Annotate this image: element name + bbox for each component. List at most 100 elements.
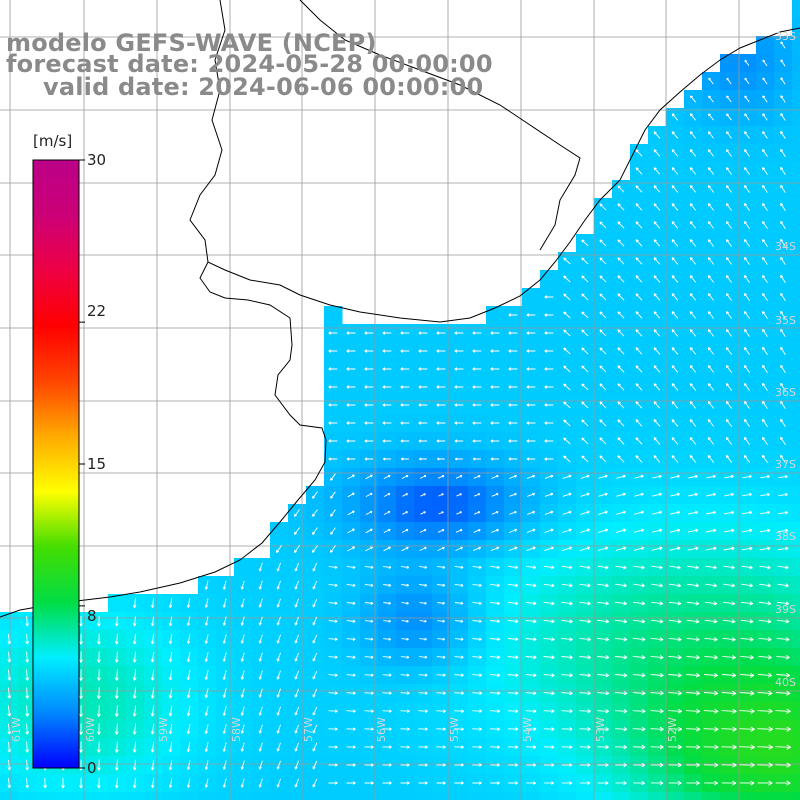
wind-arrow xyxy=(328,781,338,785)
wind-arrow xyxy=(581,275,589,283)
wind-arrow xyxy=(472,655,482,660)
wind-arrow xyxy=(472,565,482,570)
wind-arrow xyxy=(757,690,773,696)
wind-arrow xyxy=(544,510,554,515)
wind-arrow xyxy=(726,95,732,103)
wind-arrow xyxy=(346,601,356,605)
wind-arrow xyxy=(114,759,119,771)
wind-arrow xyxy=(544,367,554,371)
wind-arrow xyxy=(671,185,679,193)
wind-arrow xyxy=(382,349,392,353)
wind-arrow xyxy=(614,637,628,642)
wind-arrow xyxy=(240,742,245,752)
wind-arrow xyxy=(722,637,736,642)
wind-arrow xyxy=(294,562,300,572)
wind-speed-cell xyxy=(540,792,559,800)
wind-arrow xyxy=(543,745,555,749)
wind-arrow xyxy=(599,455,607,463)
wind-arrow xyxy=(579,655,592,660)
wind-arrow xyxy=(186,724,191,735)
wind-arrow xyxy=(686,690,701,696)
wind-arrow xyxy=(685,708,701,714)
wind-arrow xyxy=(650,762,664,768)
wind-arrow xyxy=(418,691,428,695)
wind-arrow xyxy=(491,474,499,479)
wind-arrow xyxy=(79,651,83,663)
wind-arrow xyxy=(489,655,501,660)
wind-speed-cell xyxy=(270,522,289,541)
wind-speed-cell xyxy=(792,450,800,469)
wind-arrow xyxy=(544,349,554,353)
wind-arrow xyxy=(472,691,483,696)
wind-arrow xyxy=(598,510,608,515)
wind-arrow xyxy=(25,778,30,789)
wind-arrow xyxy=(400,745,410,749)
wind-arrow xyxy=(78,669,83,681)
wind-arrow xyxy=(723,546,735,551)
wind-arrow xyxy=(436,403,446,407)
wind-arrow xyxy=(707,383,715,391)
wind-arrow xyxy=(742,474,752,479)
wind-arrow xyxy=(617,311,625,319)
wind-arrow xyxy=(364,655,374,659)
wind-arrow xyxy=(346,457,356,461)
wind-speed-cell xyxy=(486,792,505,800)
wind-arrow xyxy=(780,202,786,211)
wind-arrow xyxy=(436,763,446,767)
wind-arrow xyxy=(703,708,719,714)
wind-arrow xyxy=(743,292,750,301)
wind-arrow xyxy=(294,634,300,644)
wind-arrow xyxy=(204,580,209,590)
wind-arrow xyxy=(757,726,773,732)
wind-arrow xyxy=(525,601,537,606)
wind-arrow xyxy=(7,705,12,717)
wind-speed-cell xyxy=(0,612,19,631)
wind-arrow xyxy=(707,257,715,265)
wind-arrow xyxy=(328,619,338,623)
wind-arrow xyxy=(204,778,209,788)
wind-arrow xyxy=(168,687,173,699)
wind-arrow xyxy=(418,655,428,659)
wind-speed-cell xyxy=(720,54,739,73)
wind-arrow xyxy=(150,741,155,753)
wind-arrow xyxy=(762,59,768,67)
wind-arrow xyxy=(455,475,463,479)
wind-arrow xyxy=(382,439,392,443)
wind-arrow xyxy=(490,601,501,606)
wind-arrow xyxy=(401,565,410,569)
wind-arrow xyxy=(725,185,732,193)
wind-arrow xyxy=(650,637,664,642)
wind-arrow xyxy=(382,691,392,695)
wind-arrow xyxy=(635,311,643,319)
wind-arrow xyxy=(132,741,137,753)
wind-arrow xyxy=(275,545,282,554)
wind-arrow xyxy=(454,673,464,677)
wind-arrow xyxy=(617,365,625,373)
wind-arrow xyxy=(508,745,519,749)
wind-arrow xyxy=(490,583,500,588)
wind-arrow xyxy=(597,565,609,570)
wind-arrow xyxy=(276,778,281,788)
wind-arrow xyxy=(671,113,679,121)
wind-arrow xyxy=(526,528,536,533)
wind-arrow xyxy=(761,436,768,445)
wind-arrow xyxy=(580,528,591,533)
wind-speed-cell xyxy=(54,792,73,800)
wind-arrow xyxy=(382,421,392,425)
wind-arrow xyxy=(599,257,607,265)
wind-arrow xyxy=(240,706,245,716)
wind-arrow xyxy=(761,454,768,464)
wind-arrow xyxy=(721,780,737,786)
wind-arrow xyxy=(758,619,772,624)
wind-arrow xyxy=(689,275,697,283)
wind-arrow xyxy=(150,669,155,681)
wind-arrow xyxy=(653,311,661,319)
wind-arrow xyxy=(762,274,768,283)
wind-arrow xyxy=(689,293,697,301)
wind-arrow xyxy=(328,727,338,731)
wind-arrow xyxy=(240,688,245,698)
wind-speed-cell xyxy=(792,234,800,253)
wind-arrow xyxy=(757,708,773,714)
wind-arrow xyxy=(419,619,427,623)
